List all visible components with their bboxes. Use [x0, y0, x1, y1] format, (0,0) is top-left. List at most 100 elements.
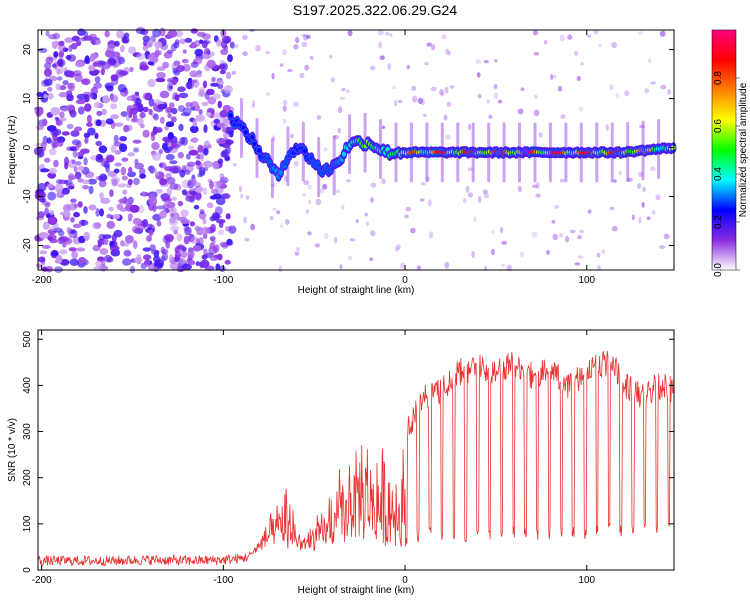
noise-blob — [185, 102, 193, 108]
noise-blob — [174, 39, 180, 45]
noise-blob — [55, 83, 61, 91]
x-tick-label: -200 — [32, 575, 52, 586]
snr-series-line — [37, 350, 675, 567]
noise-blob — [159, 210, 167, 219]
noise-blob — [151, 142, 160, 150]
noise-blob — [497, 99, 503, 104]
noise-blob — [129, 66, 134, 73]
noise-blob — [444, 261, 450, 269]
noise-blob — [217, 229, 224, 236]
noise-blob — [280, 63, 284, 67]
noise-blob — [611, 41, 617, 49]
noise-blob — [307, 231, 312, 236]
noise-blob — [475, 59, 481, 65]
noise-blob — [160, 246, 166, 254]
noise-blob — [446, 101, 452, 107]
noise-blob — [198, 166, 206, 175]
noise-blob — [204, 91, 210, 100]
noise-blob — [225, 213, 231, 220]
noise-blob — [347, 255, 353, 261]
noise-blob — [593, 29, 599, 35]
noise-blob — [42, 244, 51, 249]
noise-blob — [130, 118, 139, 123]
noise-blob — [113, 168, 120, 174]
noise-blob — [44, 202, 51, 208]
noise-blob — [58, 50, 65, 58]
noise-blob — [36, 124, 44, 131]
noise-blob — [349, 238, 356, 242]
noise-blob — [646, 216, 651, 220]
colorbar-tick-label: 0.4 — [713, 167, 724, 181]
noise-blob — [139, 111, 146, 119]
noise-blob — [399, 262, 406, 270]
noise-blob — [77, 106, 85, 115]
noise-blob — [395, 244, 401, 250]
noise-blob — [91, 39, 96, 45]
noise-blob — [37, 256, 46, 263]
noise-blob — [193, 182, 202, 188]
noise-blob — [609, 84, 614, 90]
noise-blob — [488, 114, 493, 119]
noise-blob — [152, 28, 161, 38]
noise-blob — [638, 31, 643, 36]
noise-blob — [300, 33, 307, 38]
noise-blob — [57, 188, 62, 197]
noise-blob — [174, 94, 180, 102]
noise-blob — [93, 82, 102, 89]
noise-blob — [104, 30, 110, 38]
noise-blob — [95, 119, 102, 127]
noise-blob — [129, 204, 140, 213]
noise-blob — [426, 176, 430, 182]
noise-blob — [83, 157, 88, 166]
noise-blob — [324, 232, 329, 240]
noise-blob — [559, 34, 565, 42]
noise-blob — [445, 48, 450, 55]
y-tick-label: 400 — [22, 377, 33, 394]
noise-blob — [89, 33, 97, 39]
noise-blob — [120, 166, 127, 176]
noise-blob — [216, 180, 223, 188]
noise-blob — [278, 265, 283, 273]
noise-blob — [42, 266, 48, 273]
noise-blob — [119, 136, 127, 142]
noise-blob — [189, 260, 196, 266]
noise-blob — [42, 221, 50, 230]
noise-blob — [576, 75, 581, 81]
noise-blob — [222, 133, 230, 138]
noise-blob — [63, 210, 71, 218]
noise-blob — [210, 188, 219, 195]
noise-blob — [105, 118, 114, 125]
noise-blob — [77, 151, 85, 156]
noise-blob — [70, 198, 77, 203]
noise-blob — [550, 74, 554, 81]
noise-blob — [201, 226, 210, 235]
noise-blob — [169, 254, 174, 261]
noise-blob — [41, 197, 47, 203]
noise-blob — [289, 133, 294, 139]
noise-blob — [647, 58, 652, 63]
ridge-core — [341, 151, 347, 157]
noise-blob — [191, 137, 199, 143]
noise-blob — [150, 249, 160, 255]
noise-blob — [75, 161, 82, 166]
noise-blob — [190, 236, 200, 245]
snr-y-ticks: 0 100 200 300 400 500 — [22, 330, 674, 573]
noise-blob — [650, 81, 657, 85]
noise-blob — [209, 242, 215, 250]
noise-blob — [45, 56, 54, 65]
noise-blob — [159, 90, 170, 99]
noise-blob — [73, 166, 78, 173]
noise-blob — [159, 162, 167, 169]
noise-blob — [126, 95, 133, 101]
noise-blob — [142, 247, 151, 252]
noise-blob — [231, 71, 236, 75]
noise-blob — [216, 39, 222, 47]
noise-blob — [467, 167, 473, 172]
noise-blob — [123, 124, 130, 133]
noise-blob — [97, 241, 102, 248]
noise-blob — [158, 148, 163, 155]
noise-blob — [449, 85, 455, 89]
noise-blob — [213, 118, 221, 125]
noise-blob — [239, 185, 242, 193]
noise-blob — [533, 109, 540, 117]
